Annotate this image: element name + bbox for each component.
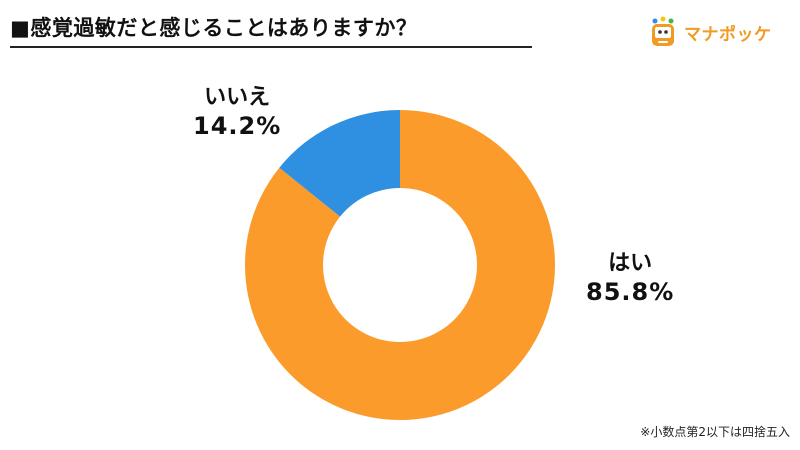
logo-text: マナポッケ <box>684 24 772 45</box>
slice-label-no-name: いいえ <box>204 85 271 110</box>
slice-label-no: いいえ 14.2% <box>193 84 281 140</box>
slice-label-no-value: 14.2% <box>193 112 282 140</box>
manapocke-logo-icon <box>652 16 674 46</box>
slice-label-yes-name: はい <box>608 251 653 276</box>
title-underline <box>10 46 532 48</box>
donut-slice-yes <box>244 110 555 420</box>
brand-logo: マナポッケ <box>650 16 772 48</box>
slice-label-yes: はい 85.8% <box>586 250 674 306</box>
chart-title: ■感覚過敏だと感じることはありますか？ <box>10 16 418 40</box>
donut-slice-no <box>279 110 400 217</box>
rounding-footnote: ※小数点第2以下は四捨五入 <box>640 425 790 439</box>
slice-label-yes-value: 85.8% <box>586 278 675 306</box>
